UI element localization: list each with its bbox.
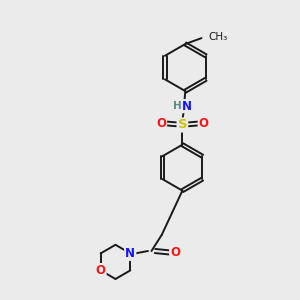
Text: O: O [96, 264, 106, 277]
Text: N: N [125, 247, 135, 260]
Text: O: O [170, 246, 180, 259]
Text: H: H [173, 101, 182, 111]
Text: S: S [178, 118, 187, 131]
Text: O: O [199, 117, 208, 130]
Text: N: N [182, 100, 192, 112]
Text: O: O [156, 117, 166, 130]
Text: N: N [125, 247, 135, 260]
Text: CH₃: CH₃ [208, 32, 227, 42]
